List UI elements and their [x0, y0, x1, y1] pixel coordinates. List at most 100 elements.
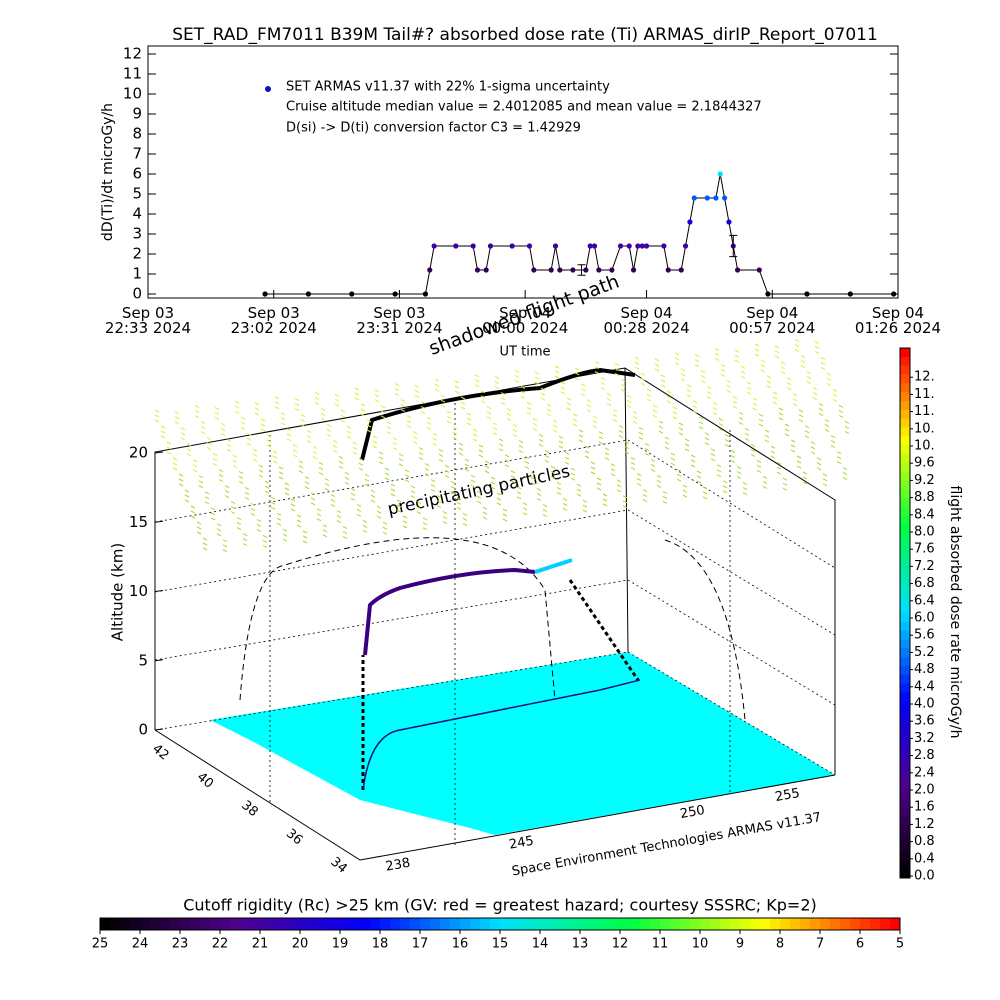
particle-mark [710, 448, 716, 462]
colorbar-label: Cutoff rigidity (Rc) >25 km (GV: red = g… [183, 896, 817, 915]
particle-mark [436, 495, 442, 509]
particle-mark [302, 530, 308, 544]
colorbar-cell [900, 436, 910, 446]
particle-mark [736, 466, 742, 480]
colorbar-tick-label: 5.6 [914, 628, 935, 643]
particle-mark [270, 496, 276, 510]
colorbar-tick-label: 5.2 [914, 645, 935, 660]
particle-mark [662, 490, 668, 504]
colorbar-tick-label: 0.0 [914, 869, 935, 884]
particle-mark [820, 356, 826, 370]
colorbar-cell [200, 918, 211, 930]
particle-mark [416, 501, 422, 515]
colorbar-tick-label: 8.0 [914, 525, 935, 540]
colorbar-cell [900, 507, 910, 517]
particle-mark [238, 470, 244, 484]
particle-mark [364, 473, 370, 487]
colorbar-cell [900, 621, 910, 632]
error-bar [577, 264, 586, 276]
particle-mark [720, 363, 726, 377]
dashed-arc [239, 537, 746, 721]
particle-mark [666, 390, 672, 404]
particle-mark [338, 455, 344, 469]
colorbar-cell [900, 348, 910, 358]
x-tick-label: Sep 04 01:26 2024 [854, 304, 942, 337]
colorbar-cell [900, 727, 910, 738]
particle-mark [216, 523, 222, 537]
data-point [305, 291, 312, 297]
particle-mark [440, 394, 446, 408]
particle-mark [612, 409, 618, 423]
particle-mark [276, 512, 282, 526]
colorbar-cell [900, 383, 910, 393]
colorbar-cell [900, 754, 910, 764]
colorbar-cell [520, 918, 531, 930]
particle-mark [230, 501, 236, 515]
descent-track [568, 579, 640, 681]
particle-mark [760, 359, 766, 373]
particle-mark [740, 365, 746, 379]
particle-mark [326, 423, 332, 437]
particle-mark [778, 407, 784, 421]
colorbar-tick-label: 6.8 [914, 576, 935, 591]
particle-mark [758, 413, 764, 427]
particle-mark [680, 368, 686, 382]
colorbar-cell [900, 454, 910, 464]
y-axis-label: dD(Ti)/dt microGy/h [100, 103, 116, 241]
colorbar-cell [900, 462, 910, 473]
colorbar-tick-label: 9 [736, 937, 744, 952]
particle-mark [650, 458, 656, 472]
x-tick-label: Sep 04 00:28 2024 [603, 304, 690, 337]
particle-mark [402, 515, 408, 529]
colorbar-cell [760, 918, 771, 930]
colorbar-tick-label: 0.4 [914, 851, 935, 866]
particle-mark [420, 400, 426, 414]
particle-mark [262, 534, 268, 548]
particle-mark [812, 387, 818, 401]
particle-mark [396, 499, 402, 513]
particle-mark [314, 391, 320, 405]
x-tick-label: Sep 04 00:00 2024 [482, 304, 569, 337]
z-tick-label: 10 [129, 582, 148, 600]
particle-mark [200, 421, 206, 435]
colorbar-tick-label: 7.2 [914, 559, 935, 574]
particle-mark [310, 492, 316, 506]
colorbar-cell [830, 918, 841, 930]
particle-mark [556, 481, 562, 495]
particle-mark [698, 416, 704, 430]
colorbar-cell [680, 918, 691, 930]
particle-mark [384, 467, 390, 481]
data-point [665, 267, 671, 273]
data-point [617, 243, 624, 249]
particle-mark [312, 446, 318, 460]
colorbar-tick-label: 15 [492, 937, 509, 952]
colorbar-cell [560, 918, 571, 930]
particle-mark [218, 469, 224, 483]
particle-mark [800, 355, 806, 369]
colorbar-cell [900, 498, 910, 508]
colorbar-cell [110, 918, 121, 930]
colorbar-cell [550, 918, 561, 930]
particle-mark [742, 482, 748, 496]
particle-mark [746, 381, 752, 395]
particle-mark [264, 480, 270, 494]
particle-mark [430, 479, 436, 493]
particle-mark [516, 486, 522, 500]
colorbar-cell [640, 918, 651, 930]
particle-mark [798, 409, 804, 423]
z-tick-label: 0 [138, 721, 148, 739]
colorbar-cell [600, 918, 611, 930]
lon-tick-label: 238 [384, 856, 411, 875]
particle-mark [744, 427, 750, 441]
x-tick-label: Sep 03 23:31 2024 [356, 304, 443, 337]
colorbar-tick-label: 18 [372, 937, 389, 952]
particle-mark [692, 400, 698, 414]
colorbar-cell [380, 918, 391, 930]
colorbar-tick-label: 14 [532, 937, 549, 952]
particle-mark [272, 450, 278, 464]
particle-mark [580, 383, 586, 397]
particle-mark [578, 429, 584, 443]
particle-mark [476, 490, 482, 504]
particle-mark [154, 409, 160, 423]
